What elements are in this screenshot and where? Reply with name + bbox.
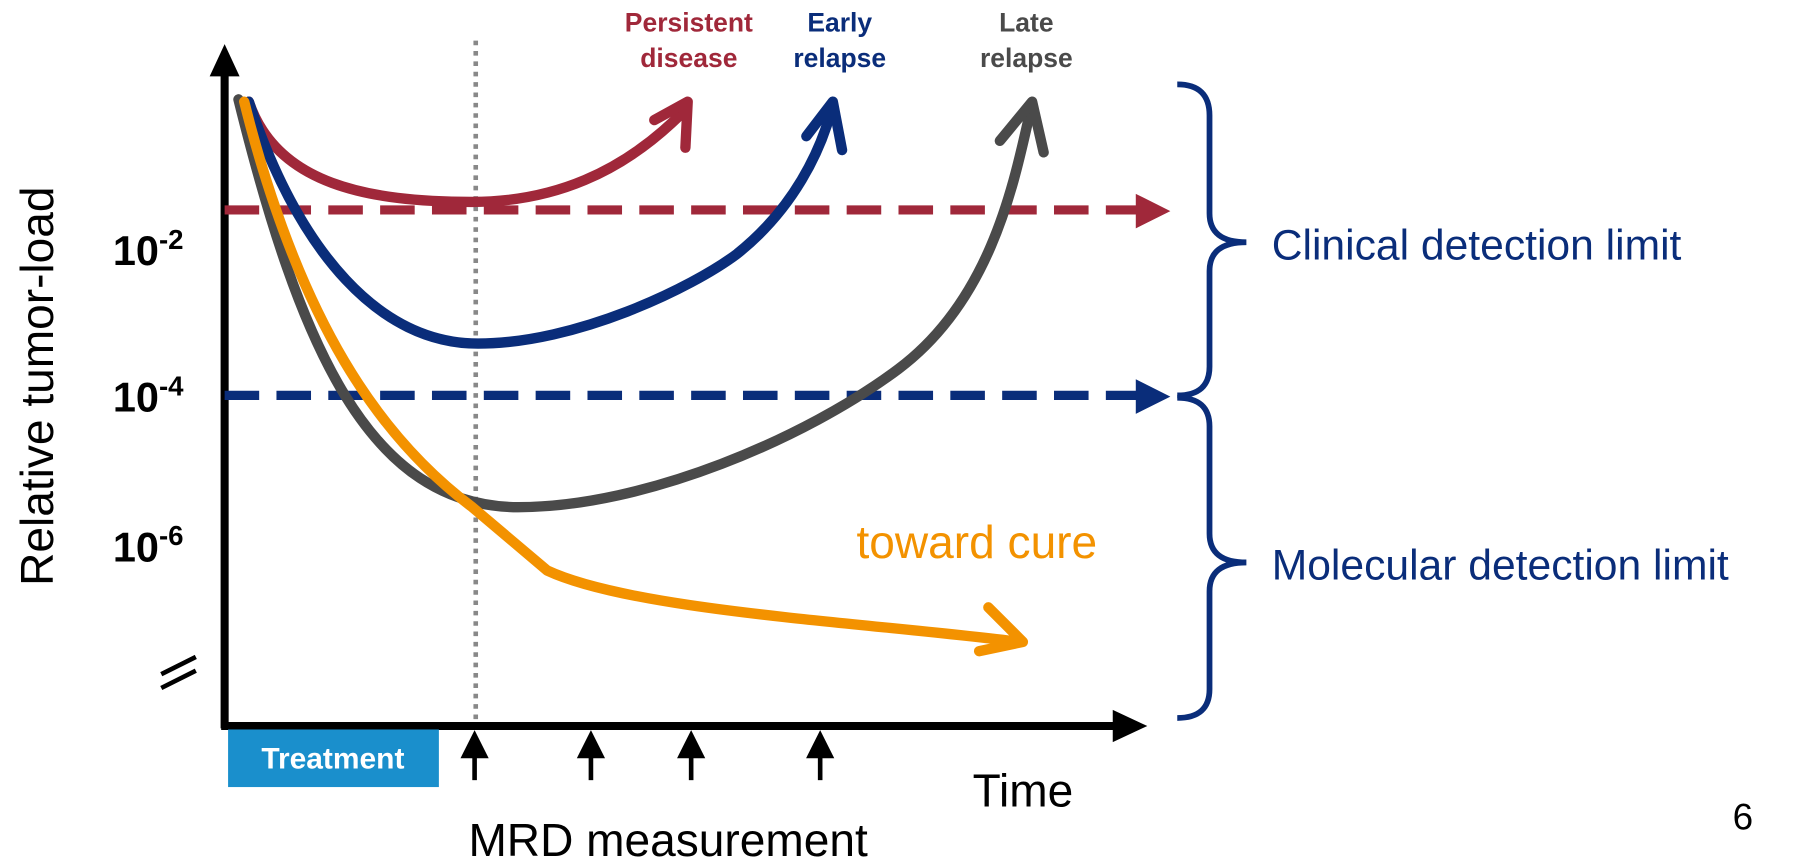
y-tick-label: 10-6 — [113, 520, 184, 570]
cure-label: toward cure — [856, 516, 1097, 568]
arrow — [973, 602, 1029, 657]
limit-label: Molecular detection limit — [1272, 542, 1729, 590]
curve-label: Early relapse — [793, 7, 886, 73]
mrd-arrow — [806, 730, 835, 781]
brace — [1177, 81, 1247, 399]
arrow — [1135, 193, 1171, 229]
mrd-arrow — [460, 730, 489, 781]
arrow — [801, 96, 848, 156]
curve-label: Persistent disease — [625, 7, 753, 73]
y-axis-title: Relative tumor-load — [11, 186, 63, 585]
cure-curve — [239, 96, 1025, 648]
limit-label: Clinical detection limit — [1272, 221, 1682, 269]
y-tick-label: 10-4 — [113, 370, 184, 420]
y-axis-arrow — [209, 44, 240, 77]
arrow — [1135, 379, 1171, 414]
curve-label: Late relapse — [980, 7, 1073, 73]
arrow — [649, 96, 693, 153]
persistent-curve — [243, 96, 688, 208]
x-axis-arrow — [1112, 709, 1148, 743]
treatment-label: Treatment — [261, 743, 404, 776]
treatment-box — [228, 729, 439, 788]
late-curve — [233, 94, 1036, 513]
mrd-label: MRD measurement — [468, 814, 868, 866]
x-axis-title: Time — [973, 765, 1074, 817]
early-curve — [243, 96, 836, 349]
axis-break — [160, 654, 197, 691]
arrow — [994, 96, 1049, 158]
mrd-arrow — [576, 730, 606, 781]
y-tick-label: 10-2 — [113, 224, 184, 274]
mrd-arrow — [677, 730, 706, 781]
page-number: 6 — [1733, 797, 1754, 838]
brace — [1177, 394, 1247, 721]
